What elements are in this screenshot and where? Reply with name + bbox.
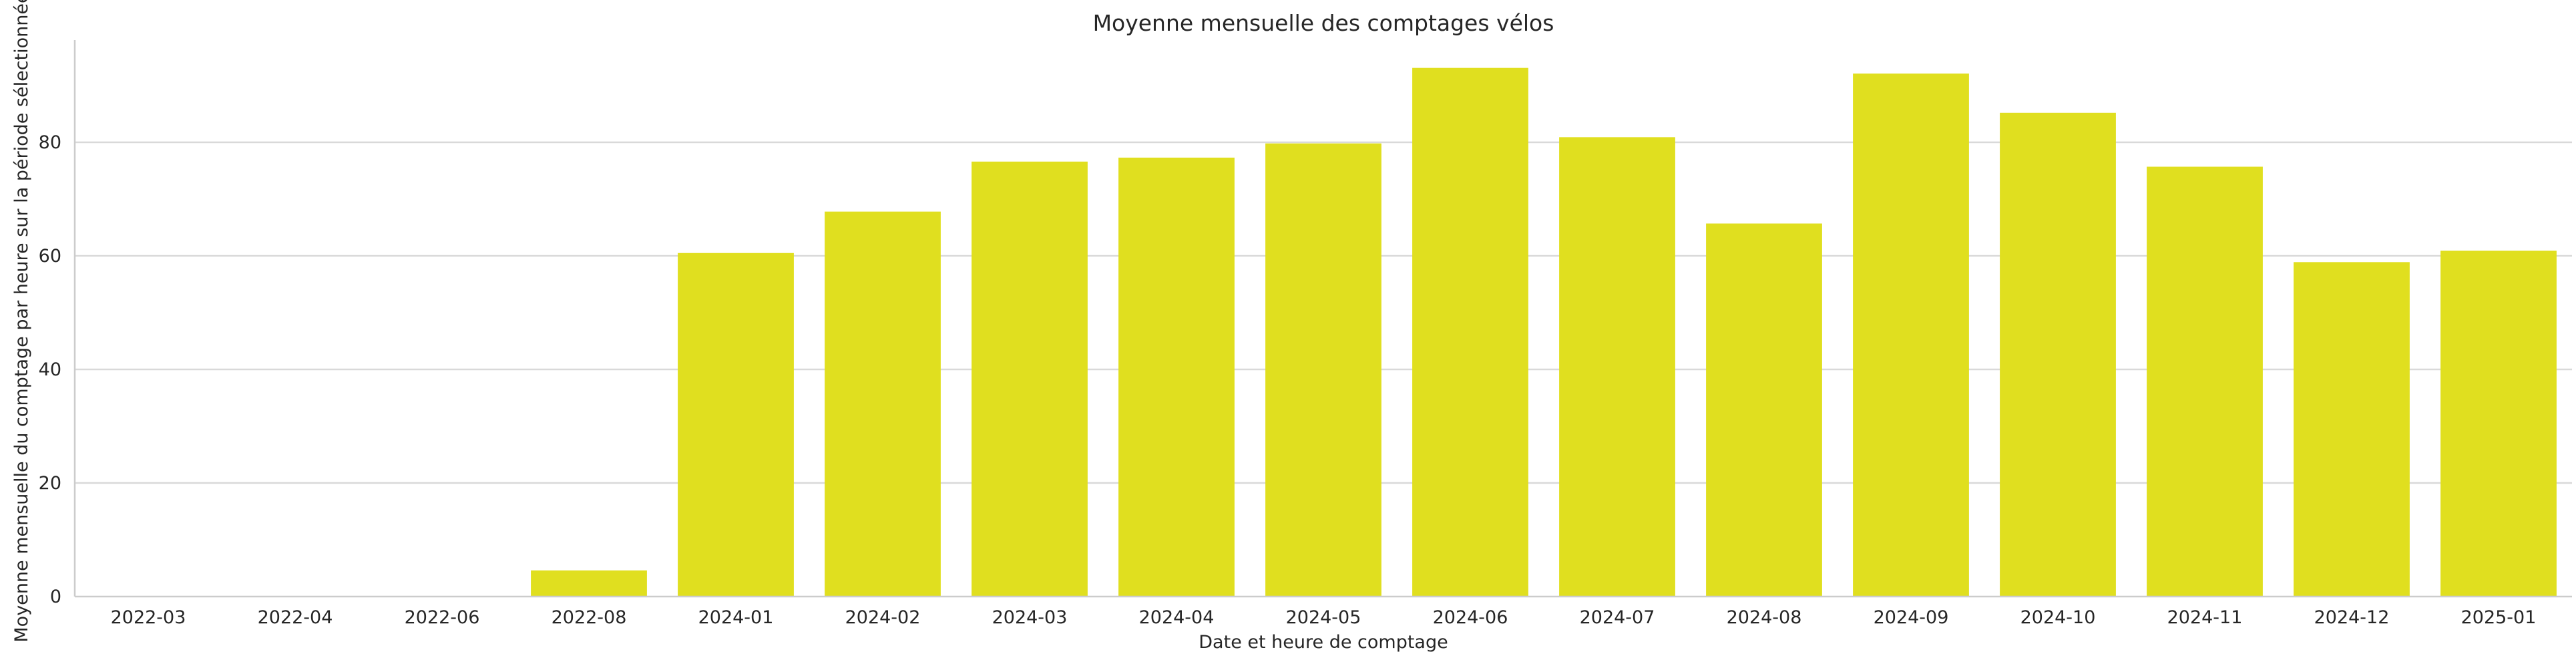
x-tick-labels: 2022-03 2022-04 2022-06 2022-08 2024-01 2024-… — [111, 607, 2537, 628]
y-tick-label: 60 — [39, 246, 61, 267]
x-tick-label: 2022-03 — [111, 607, 186, 628]
x-tick-label: 2024-02 — [845, 607, 921, 628]
y-tick-label: 80 — [39, 132, 61, 153]
bar — [1853, 73, 1969, 597]
bar — [972, 161, 1088, 597]
x-tick-label: 2025-01 — [2461, 607, 2537, 628]
bar — [2440, 251, 2557, 597]
axes — [73, 40, 2572, 598]
x-tick-label: 2024-10 — [2020, 607, 2096, 628]
bars — [90, 67, 2557, 597]
bar — [1706, 223, 1822, 597]
bar — [2294, 262, 2410, 597]
bar — [678, 253, 794, 597]
x-tick-label: 2022-08 — [552, 607, 627, 628]
chart-title: Moyenne mensuelle des comptages vélos — [1093, 10, 1554, 36]
bar — [2147, 166, 2263, 597]
bar — [1559, 137, 1675, 597]
x-tick-label: 2022-06 — [405, 607, 480, 628]
x-tick-label: 2024-08 — [1727, 607, 1802, 628]
x-axis-label: Date et heure de comptage — [1199, 632, 1448, 653]
y-tick-label: 40 — [39, 359, 61, 380]
x-tick-label: 2024-03 — [992, 607, 1068, 628]
y-tick-label: 0 — [50, 587, 61, 607]
y-axis-label: Moyenne mensuelle du comptage par heure … — [11, 0, 32, 643]
bar — [1265, 143, 1381, 597]
bar — [825, 211, 941, 597]
x-tick-label: 2024-11 — [2167, 607, 2243, 628]
x-tick-label: 2024-06 — [1433, 607, 1508, 628]
x-tick-label: 2024-04 — [1139, 607, 1215, 628]
x-tick-label: 2022-04 — [258, 607, 333, 628]
bar — [1412, 67, 1528, 597]
x-tick-label: 2024-07 — [1580, 607, 1655, 628]
bar — [531, 570, 647, 597]
x-tick-label: 2024-01 — [698, 607, 774, 628]
x-tick-label: 2024-09 — [1874, 607, 1949, 628]
y-tick-labels: 0 20 40 60 80 — [39, 132, 61, 607]
y-tick-label: 20 — [39, 473, 61, 494]
bar — [1118, 157, 1235, 597]
bar — [2000, 112, 2116, 597]
x-tick-label: 2024-12 — [2314, 607, 2390, 628]
x-tick-label: 2024-05 — [1286, 607, 1361, 628]
